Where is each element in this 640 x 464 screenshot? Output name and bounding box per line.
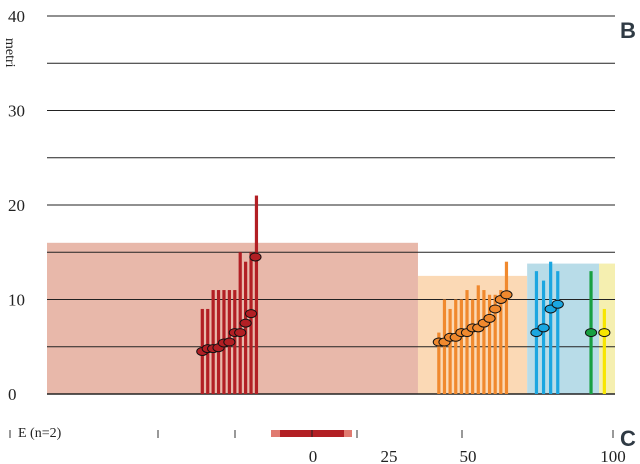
point-marker (598, 328, 611, 338)
point-marker (483, 313, 496, 323)
point-marker (234, 328, 247, 338)
scale-legend: E (n=2) (18, 426, 62, 441)
bar (541, 280, 546, 394)
bar (437, 332, 441, 394)
point-marker (489, 304, 502, 314)
point-marker (537, 323, 550, 333)
bar (448, 308, 452, 394)
point-marker (223, 337, 236, 347)
bar (465, 290, 469, 394)
gridlines (47, 15, 615, 395)
bar (602, 308, 606, 394)
bar (211, 290, 215, 394)
point-marker (551, 299, 564, 309)
bar (476, 285, 480, 394)
scale-tick-label: 50 (460, 447, 477, 464)
bar (556, 271, 560, 394)
bar (244, 261, 248, 394)
bar (499, 290, 503, 394)
background-zone-1 (47, 242, 418, 394)
bar (493, 294, 497, 394)
bar (442, 299, 447, 394)
bar (549, 261, 553, 394)
bar (471, 299, 475, 394)
bar (254, 195, 259, 394)
bar (487, 294, 492, 394)
y-tick-label: 20 (8, 196, 25, 215)
scale-tick-label: 100 (600, 447, 626, 464)
y-tick-label: 30 (8, 102, 25, 121)
bar (454, 299, 458, 394)
y-tick-label: 10 (8, 291, 25, 310)
y-axis-ticks: 0 10 20 30 40 (8, 7, 25, 404)
bar (482, 290, 486, 394)
panel-label-c: C (620, 426, 636, 451)
y-axis-label: metri (2, 38, 17, 68)
scale-bar: E (n=2) 0 25 50 100 (9, 426, 626, 464)
point-marker (249, 252, 262, 262)
panel-label-b: B (620, 18, 636, 43)
scale-whisker-left (271, 430, 281, 437)
scale-tick-label: 25 (381, 447, 398, 464)
point-marker (500, 290, 513, 300)
y-tick-label: 0 (8, 385, 17, 404)
y-tick-label: 40 (8, 7, 25, 26)
background-zones (47, 242, 615, 394)
point-marker (584, 328, 598, 338)
scale-whisker-right (343, 430, 352, 437)
bar (459, 299, 463, 394)
bar (504, 261, 509, 394)
scale-tick-label: 0 (309, 447, 318, 464)
point-marker (244, 309, 258, 319)
point-marker (239, 318, 252, 328)
point-markers (196, 252, 611, 356)
